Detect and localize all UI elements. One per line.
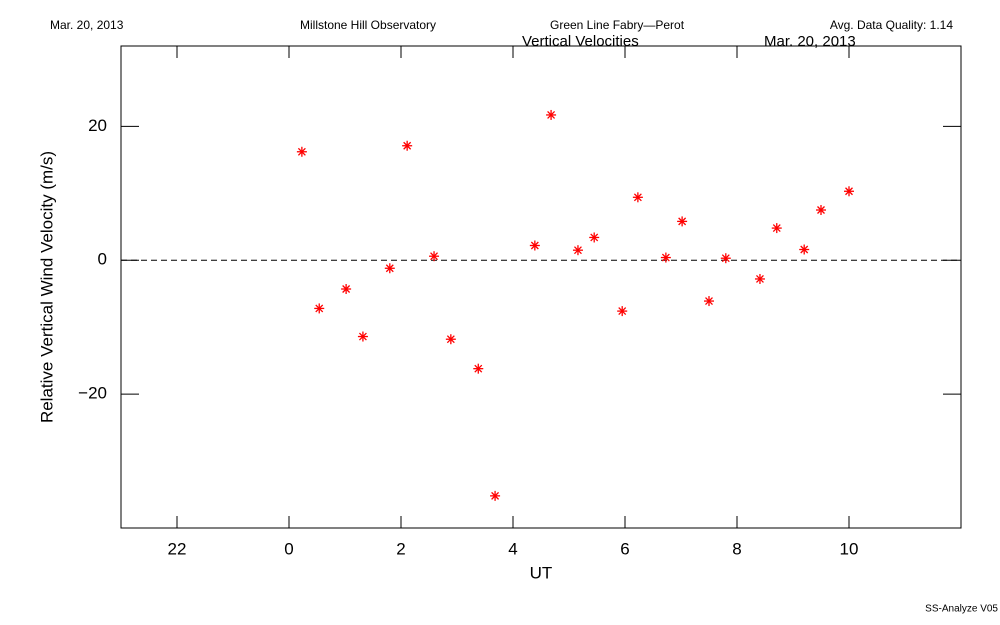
chart-subtitle: Mar. 20, 2013 <box>764 33 856 50</box>
point-stroke <box>817 206 825 214</box>
data-point <box>660 252 671 263</box>
point-stroke <box>530 241 539 250</box>
point-stroke <box>678 217 687 226</box>
point-stroke <box>618 307 627 316</box>
point-stroke <box>845 187 853 196</box>
x-tick-label: 4 <box>508 539 517 558</box>
point-stroke <box>358 332 367 341</box>
data-point <box>754 273 765 284</box>
header-quality: Avg. Data Quality: 1.14 <box>830 18 954 32</box>
point-stroke <box>772 224 781 233</box>
data-point <box>384 263 395 274</box>
point-stroke <box>756 275 764 283</box>
data-point <box>572 245 583 256</box>
header-instrument: Green Line Fabry—Perot <box>550 18 685 32</box>
point-stroke <box>721 254 730 263</box>
x-tick-label: 8 <box>732 539 741 558</box>
y-tick-label: 20 <box>88 116 107 135</box>
data-point <box>529 240 540 251</box>
point-stroke <box>491 491 500 500</box>
data-point <box>296 146 307 157</box>
data-point <box>402 140 413 151</box>
data-point <box>314 303 325 314</box>
x-tick-label: 2 <box>396 539 405 558</box>
data-point <box>632 192 643 203</box>
data-point <box>546 109 557 120</box>
data-point <box>429 251 440 262</box>
point-stroke <box>342 285 351 293</box>
data-point <box>617 306 628 317</box>
x-tick-label: 22 <box>168 539 187 558</box>
point-stroke <box>430 252 438 261</box>
footer: SS-Analyze V05 <box>925 604 998 615</box>
y-tick-label: −20 <box>78 384 107 403</box>
point-stroke <box>800 245 809 254</box>
x-tick-label: 0 <box>284 539 293 558</box>
point-stroke <box>661 253 670 262</box>
plot-frame <box>120 45 962 529</box>
y-axis-label: Relative Vertical Wind Velocity (m/s) <box>37 151 56 423</box>
point-stroke <box>547 110 556 119</box>
data-point <box>589 232 600 243</box>
data-point <box>677 216 688 227</box>
data-point <box>473 363 484 374</box>
point-stroke <box>590 233 599 242</box>
point-stroke <box>403 141 412 150</box>
point-stroke <box>446 335 455 344</box>
data-point <box>490 490 501 501</box>
point-stroke <box>474 364 483 373</box>
data-point <box>357 331 368 342</box>
header-observatory: Millstone Hill Observatory <box>300 18 436 32</box>
x-tick-label: 6 <box>620 539 629 558</box>
data-point <box>445 334 456 345</box>
x-axis-label: UT <box>530 563 553 582</box>
data-point <box>771 223 782 234</box>
point-stroke <box>297 147 306 156</box>
header-date: Mar. 20, 2013 <box>50 18 124 32</box>
point-stroke <box>574 246 582 255</box>
point-stroke <box>705 297 713 306</box>
y-tick-label: 0 <box>98 250 107 269</box>
data-point <box>704 296 714 307</box>
point-stroke <box>315 304 324 313</box>
data-point <box>816 205 826 216</box>
chart-title: Vertical Velocities <box>522 33 639 50</box>
data-point <box>844 186 854 197</box>
data-point <box>799 244 810 255</box>
point-stroke <box>633 193 642 202</box>
x-tick-label: 10 <box>840 539 859 558</box>
data-point <box>720 253 731 264</box>
point-stroke <box>385 264 394 273</box>
data-point <box>341 284 352 295</box>
